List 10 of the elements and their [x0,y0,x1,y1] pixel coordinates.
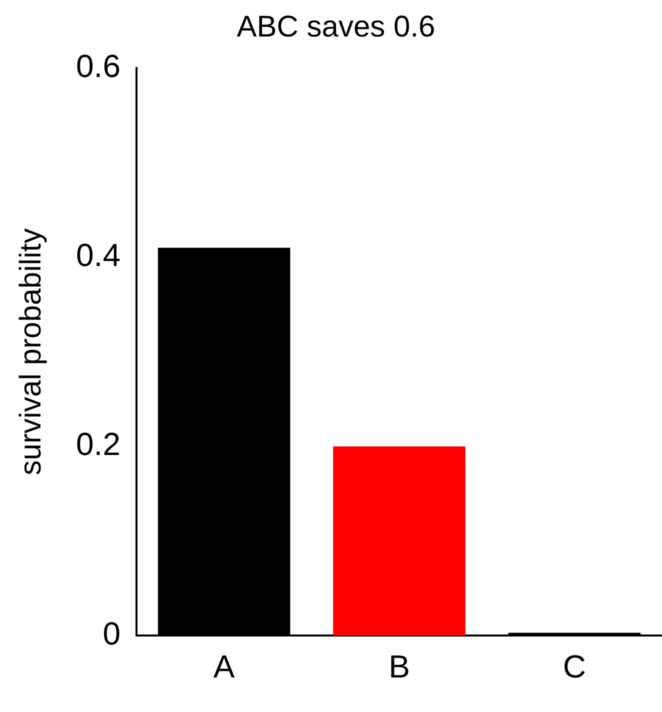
x-tick-label: A [213,648,236,685]
chart-title: ABC saves 0.6 [236,10,436,44]
y-tick-label: 0 [102,615,120,652]
y-tick-label: 0.2 [76,426,120,462]
x-tick-label: C [562,648,586,685]
y-tick-label: 0.6 [76,48,120,84]
y-axis-title: survival probability [14,228,48,476]
bar [333,446,466,636]
x-tick-label: B [388,648,410,685]
y-tick-label: 0.4 [76,237,120,274]
